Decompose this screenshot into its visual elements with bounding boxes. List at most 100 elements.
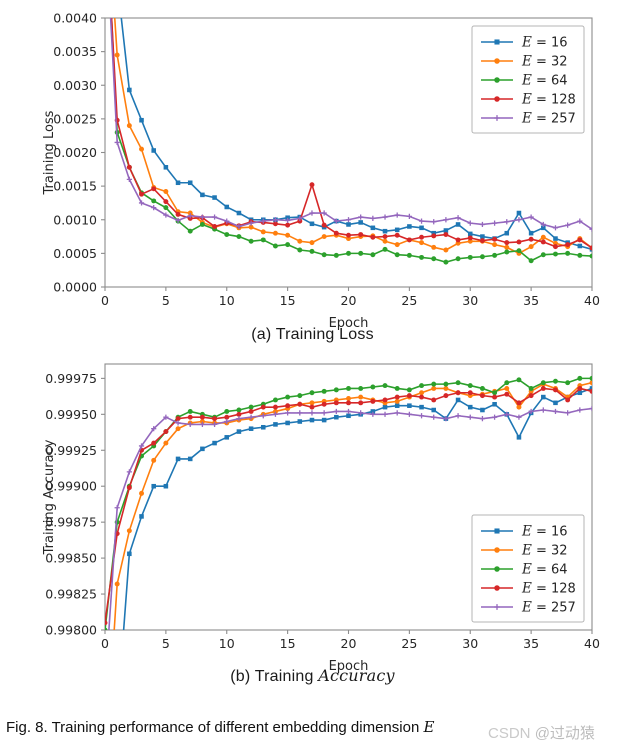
data-point [187, 213, 193, 219]
data-point [309, 221, 315, 227]
data-point [151, 457, 157, 463]
data-point [479, 221, 486, 228]
data-point [236, 429, 242, 434]
y-tick-label: 0.99850 [45, 551, 97, 566]
x-tick-label: 10 [219, 293, 235, 308]
data-point [394, 232, 400, 238]
data-point [455, 390, 461, 396]
training-accuracy-plot: 0 5 10 15 20 25 30 35 40 0.99800 0.99825 0.99850 0.9… [42, 363, 600, 674]
data-point [151, 483, 156, 489]
figure-caption: Fig. 8. Training performance of differen… [6, 718, 606, 736]
data-point [248, 414, 254, 420]
data-point [589, 380, 592, 386]
subcaption-b: (b) Training Accuracy [0, 666, 625, 686]
x-tick-label: 10 [219, 636, 235, 651]
legend-label: E = 128 [521, 581, 576, 597]
data-point [443, 385, 449, 391]
data-point [431, 414, 437, 420]
data-point [199, 414, 205, 420]
data-point [126, 485, 132, 491]
legend-marker [494, 604, 500, 610]
data-point [467, 235, 473, 241]
data-point [394, 252, 400, 258]
data-point [431, 385, 437, 391]
data-point [211, 421, 218, 427]
data-point [418, 413, 425, 419]
data-point [589, 245, 592, 251]
data-point [492, 236, 498, 242]
data-point [200, 192, 205, 198]
x-tick-label: 30 [462, 293, 478, 308]
legend-marker [494, 115, 500, 121]
data-point [516, 404, 522, 410]
data-point [577, 375, 583, 381]
data-point [163, 212, 169, 218]
data-point [406, 411, 412, 417]
training-loss-chart: 0 5 10 15 20 25 30 35 40 0.0000 0.0005 0.0010 0.0015… [42, 11, 600, 332]
data-point [126, 123, 132, 129]
data-point [139, 490, 144, 496]
data-point [346, 400, 351, 406]
data-point [309, 240, 315, 246]
data-point [272, 217, 279, 223]
data-point [455, 380, 461, 386]
data-point [163, 165, 169, 170]
data-point [394, 398, 400, 404]
x-tick-label: 5 [162, 636, 170, 651]
data-point [200, 446, 205, 452]
data-point [285, 222, 291, 228]
data-point [260, 413, 266, 419]
y-tick-label: 0.0030 [53, 78, 97, 93]
legend-label-var: E [521, 35, 532, 51]
data-point [406, 252, 412, 258]
data-point [224, 435, 230, 440]
data-point [163, 429, 169, 435]
data-point [577, 252, 583, 258]
data-point [309, 182, 315, 188]
data-point [589, 375, 592, 381]
data-point [406, 237, 412, 243]
data-point [577, 218, 583, 224]
data-point [467, 404, 473, 410]
data-point [187, 228, 193, 234]
data-point [443, 381, 449, 387]
data-point [504, 240, 510, 246]
data-point [236, 223, 242, 230]
data-point [540, 385, 546, 391]
data-point [272, 404, 278, 410]
data-point [261, 424, 266, 430]
data-point [224, 232, 230, 238]
data-point [504, 249, 510, 255]
legend: E = 16 E = 32 E = 64 E = 128 E = 257 [471, 514, 585, 623]
data-point [370, 234, 376, 240]
data-point [577, 407, 583, 413]
x-tick-label: 20 [341, 293, 357, 308]
data-point [540, 239, 546, 245]
data-point [321, 222, 327, 228]
data-point [455, 237, 461, 243]
y-tick-label: 0.0025 [53, 111, 97, 126]
data-point [467, 390, 473, 396]
data-point [419, 234, 425, 240]
data-point [443, 416, 449, 422]
data-point [565, 380, 571, 386]
legend-label-var: E [521, 524, 532, 540]
data-point [309, 417, 315, 423]
data-point [540, 252, 546, 258]
data-point [406, 387, 412, 393]
data-point [248, 426, 254, 431]
legend-label: E = 257 [521, 600, 576, 616]
data-point [187, 421, 193, 427]
x-axis-title: Epoch [329, 316, 369, 331]
data-point [565, 250, 571, 256]
legend-label: E = 257 [521, 111, 576, 127]
data-point [394, 212, 400, 218]
data-point [212, 416, 218, 422]
data-point [224, 414, 230, 420]
legend-label-var: E [521, 92, 532, 108]
data-point [431, 244, 437, 250]
data-point [224, 408, 230, 414]
data-point [333, 252, 339, 258]
y-tick-label: 0.0020 [53, 145, 97, 160]
data-point [126, 176, 132, 182]
